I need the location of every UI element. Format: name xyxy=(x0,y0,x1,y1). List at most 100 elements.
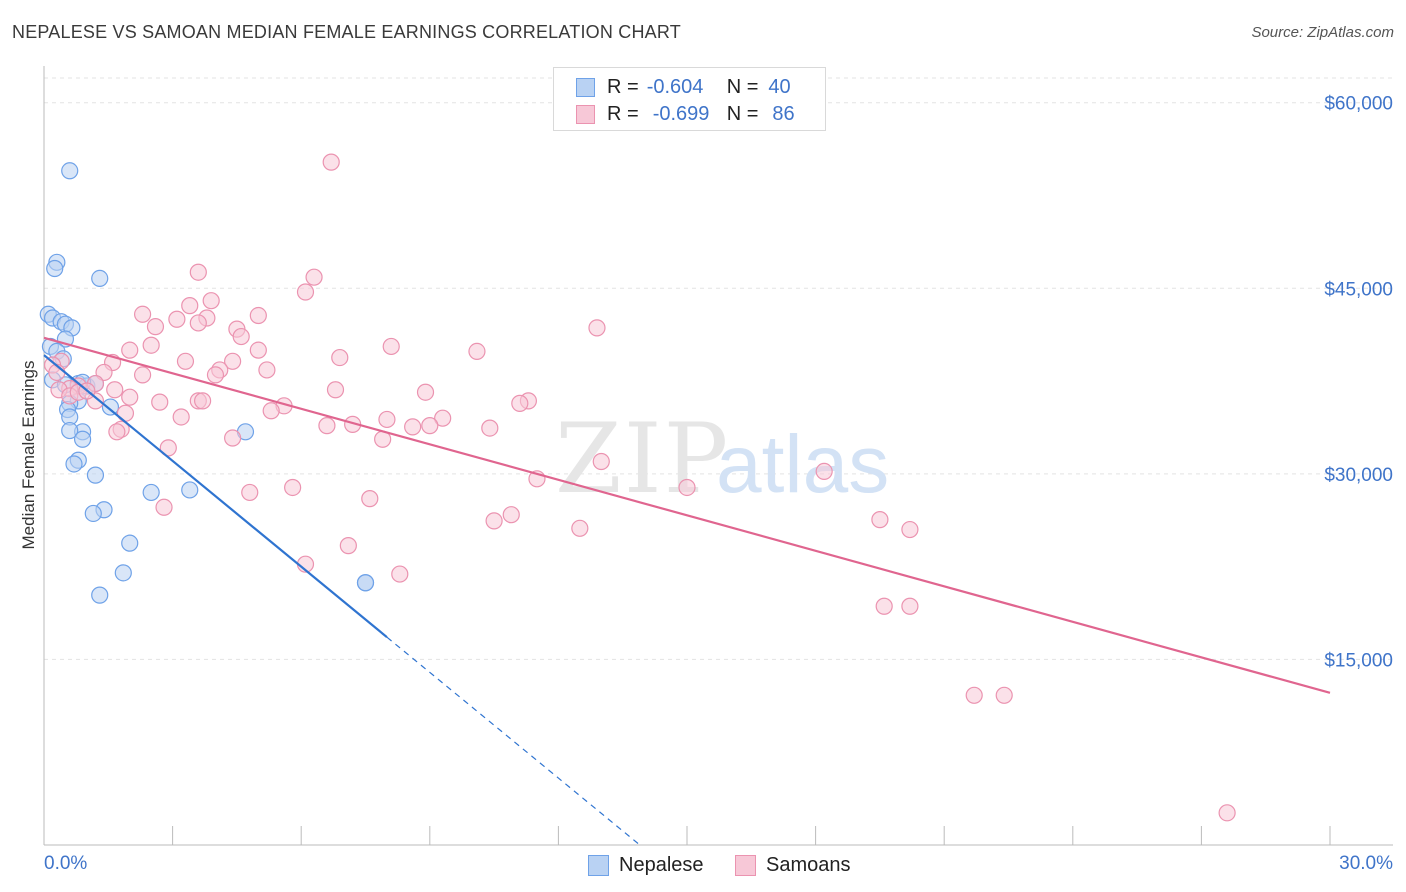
y-axis-label: Median Female Earnings xyxy=(19,361,38,550)
correlation-legend: R = -0.604 N = 40 R = -0.699 N = 86 xyxy=(553,67,826,131)
data-point xyxy=(73,430,92,448)
data-point xyxy=(151,393,169,411)
data-point xyxy=(262,402,280,420)
trend-lines xyxy=(43,336,1331,846)
grid-lines xyxy=(44,77,1393,660)
data-point xyxy=(965,686,983,704)
samoans-r-value: -0.699 xyxy=(652,102,710,125)
data-point xyxy=(155,498,173,516)
data-point xyxy=(588,319,606,337)
data-point xyxy=(189,263,207,281)
data-point xyxy=(142,336,160,354)
data-point xyxy=(65,455,83,473)
data-point xyxy=(133,366,152,384)
r-label: R = xyxy=(607,75,639,98)
samoans-points xyxy=(43,153,1236,822)
svg-text:ZIP: ZIP xyxy=(555,403,730,515)
y-tick-label: $15,000 xyxy=(1324,650,1393,671)
data-point xyxy=(176,352,195,370)
nepalese-r-value: -0.604 xyxy=(646,75,704,98)
legend-row-samoans: R = -0.699 N = 86 xyxy=(576,101,795,127)
nepalese-swatch xyxy=(588,854,609,876)
data-point xyxy=(159,439,177,457)
data-point xyxy=(511,394,529,412)
svg-text:atlas: atlas xyxy=(716,419,889,510)
data-point xyxy=(46,259,64,278)
data-point xyxy=(258,361,276,379)
chart-title: NEPALESE VS SAMOAN MEDIAN FEMALE EARNING… xyxy=(12,22,681,42)
zipatlas-watermark: ZIP atlas xyxy=(555,403,889,515)
data-point xyxy=(84,504,102,523)
data-point xyxy=(361,490,379,508)
data-point xyxy=(181,481,199,499)
x-tick-min: 0.0% xyxy=(44,853,87,874)
data-point xyxy=(86,466,105,484)
data-point xyxy=(168,310,186,328)
source-label: Source: ZipAtlas.com xyxy=(1251,24,1394,41)
data-point xyxy=(871,511,889,529)
data-point xyxy=(339,537,357,555)
data-point xyxy=(108,423,126,441)
data-point xyxy=(468,342,486,360)
y-tick-label: $45,000 xyxy=(1324,279,1393,300)
data-point xyxy=(305,268,323,286)
data-point xyxy=(382,337,400,356)
nepalese-swatch xyxy=(576,77,595,97)
y-tick-labels: $15,000 $30,000 $45,000 $60,000 xyxy=(1324,94,1393,672)
data-point xyxy=(121,341,139,359)
nepalese-n-value: 40 xyxy=(768,75,791,98)
data-point xyxy=(224,429,242,447)
data-point xyxy=(815,462,833,480)
data-point xyxy=(142,483,160,502)
data-point xyxy=(404,418,422,436)
data-point xyxy=(189,314,207,332)
n-label: N = xyxy=(726,102,759,125)
samoans-n-value: 86 xyxy=(772,102,795,125)
y-tick-label: $60,000 xyxy=(1324,94,1393,115)
data-point xyxy=(121,388,139,406)
data-point xyxy=(434,409,452,427)
data-point xyxy=(194,392,212,410)
legend-row-nepalese: R = -0.604 N = 40 xyxy=(576,74,791,100)
samoans-legend-label: Samoans xyxy=(766,853,851,876)
data-point xyxy=(326,381,345,399)
data-point xyxy=(181,297,199,315)
data-point xyxy=(106,381,124,399)
data-point xyxy=(146,318,165,336)
data-point xyxy=(421,417,439,435)
bottom-legend-nepalese: Nepalese xyxy=(588,852,704,878)
data-point xyxy=(232,327,250,346)
data-point xyxy=(114,564,132,582)
data-point xyxy=(133,305,152,323)
bottom-legend-samoans: Samoans xyxy=(735,852,851,878)
data-point xyxy=(101,398,120,416)
data-point xyxy=(391,565,409,583)
x-tick-max: 30.0% xyxy=(1339,853,1393,874)
data-point xyxy=(592,452,610,471)
data-point xyxy=(296,283,315,301)
data-point xyxy=(224,352,242,370)
data-point xyxy=(416,383,435,401)
data-point xyxy=(322,153,340,171)
r-label: R = xyxy=(607,102,639,125)
data-point xyxy=(318,417,336,435)
data-point xyxy=(61,421,79,440)
n-label: N = xyxy=(726,75,759,98)
data-point xyxy=(571,519,589,537)
data-point xyxy=(502,506,520,524)
nepalese-trend-line xyxy=(43,354,388,639)
data-point xyxy=(61,162,79,180)
data-point xyxy=(172,408,190,426)
data-point xyxy=(331,348,349,367)
data-point xyxy=(202,292,220,310)
data-point xyxy=(121,534,139,552)
data-point xyxy=(241,483,259,502)
data-point xyxy=(995,686,1013,704)
data-point xyxy=(284,478,302,497)
data-point xyxy=(481,419,499,437)
data-point xyxy=(875,597,893,615)
samoans-swatch xyxy=(735,854,756,876)
data-point xyxy=(378,410,396,429)
data-point xyxy=(901,597,919,615)
